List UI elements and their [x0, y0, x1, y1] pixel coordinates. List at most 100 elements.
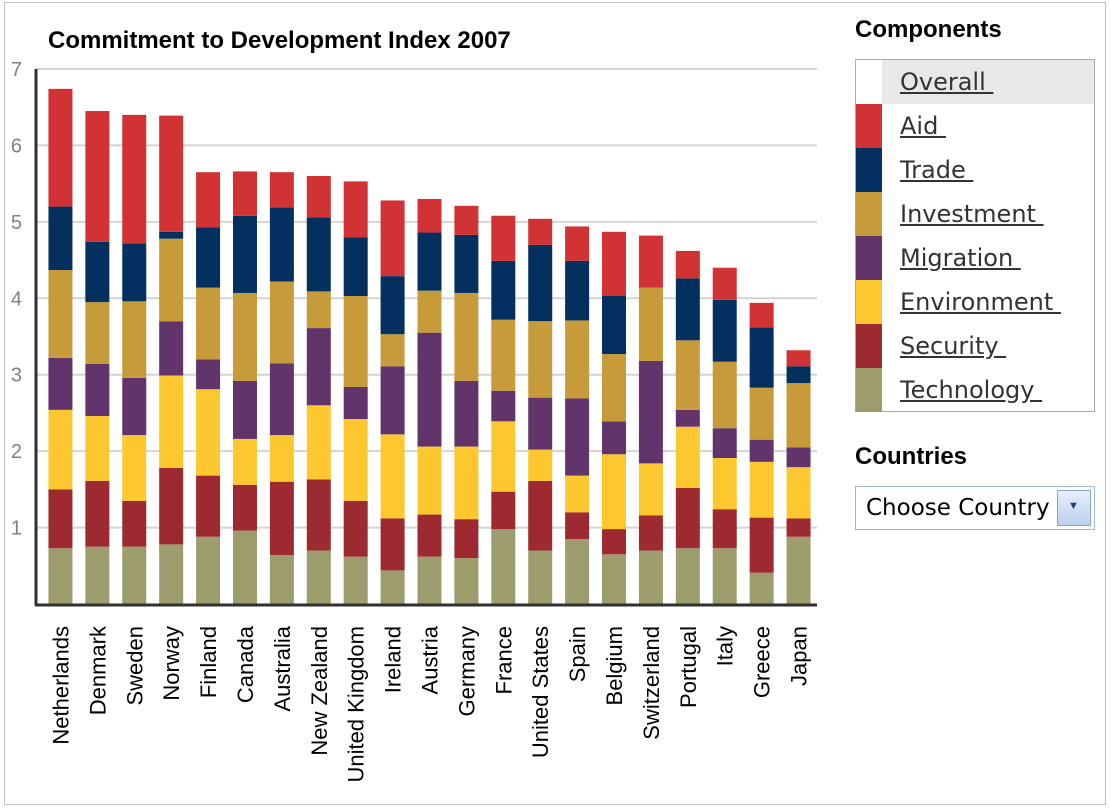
- bar-segment-security[interactable]: [122, 500, 147, 547]
- bar-segment-investment[interactable]: [122, 301, 147, 378]
- bar-segment-aid[interactable]: [159, 115, 184, 232]
- bar-segment-environment[interactable]: [786, 467, 811, 519]
- bar-segment-security[interactable]: [602, 529, 627, 555]
- bar-segment-trade[interactable]: [232, 215, 257, 293]
- component-item-overall[interactable]: Overall: [856, 60, 1094, 104]
- bar-segment-investment[interactable]: [786, 383, 811, 448]
- bar-segment-environment[interactable]: [232, 438, 257, 485]
- bar-segment-investment[interactable]: [85, 302, 110, 365]
- bar-segment-environment[interactable]: [196, 389, 221, 476]
- bar-segment-migration[interactable]: [232, 380, 257, 439]
- bar-segment-aid[interactable]: [380, 200, 405, 277]
- bar-segment-migration[interactable]: [306, 328, 331, 406]
- bar-segment-technology[interactable]: [48, 548, 73, 604]
- bar-segment-aid[interactable]: [269, 172, 294, 208]
- component-item-migration[interactable]: Migration: [856, 236, 1094, 280]
- bar-segment-trade[interactable]: [269, 207, 294, 282]
- bar-segment-technology[interactable]: [232, 530, 257, 604]
- bar-segment-migration[interactable]: [454, 380, 479, 447]
- bar-segment-security[interactable]: [306, 479, 331, 551]
- bar-segment-migration[interactable]: [196, 359, 221, 390]
- country-select[interactable]: Choose Country ▼: [855, 486, 1095, 530]
- bar-segment-migration[interactable]: [159, 321, 184, 376]
- bar-segment-technology[interactable]: [675, 548, 700, 604]
- bar-segment-environment[interactable]: [122, 435, 147, 501]
- bar-segment-technology[interactable]: [602, 554, 627, 604]
- bar-segment-migration[interactable]: [675, 409, 700, 427]
- bar-segment-security[interactable]: [454, 519, 479, 559]
- bar-segment-investment[interactable]: [269, 281, 294, 364]
- bar-segment-migration[interactable]: [269, 363, 294, 436]
- component-item-technology[interactable]: Technology: [856, 368, 1094, 412]
- bar-segment-migration[interactable]: [528, 397, 553, 450]
- component-link[interactable]: Trade: [900, 156, 974, 184]
- bar-segment-trade[interactable]: [122, 243, 147, 302]
- bar-segment-aid[interactable]: [638, 235, 663, 288]
- bar-segment-aid[interactable]: [602, 231, 627, 296]
- bar-segment-security[interactable]: [712, 509, 737, 549]
- component-item-investment[interactable]: Investment: [856, 192, 1094, 236]
- bar-segment-technology[interactable]: [196, 536, 221, 604]
- bar-segment-migration[interactable]: [343, 386, 368, 420]
- bar-segment-migration[interactable]: [380, 366, 405, 435]
- bar-segment-security[interactable]: [638, 515, 663, 551]
- bar-segment-investment[interactable]: [232, 292, 257, 381]
- bar-segment-aid[interactable]: [786, 350, 811, 367]
- bar-segment-migration[interactable]: [122, 377, 147, 436]
- bar-segment-investment[interactable]: [602, 354, 627, 422]
- bar-segment-migration[interactable]: [491, 390, 516, 422]
- bar-segment-migration[interactable]: [565, 398, 590, 476]
- bar-segment-environment[interactable]: [638, 463, 663, 516]
- bar-segment-migration[interactable]: [417, 332, 442, 447]
- bar-segment-security[interactable]: [786, 518, 811, 537]
- bar-segment-migration[interactable]: [85, 364, 110, 416]
- bar-segment-aid[interactable]: [491, 215, 516, 261]
- component-item-trade[interactable]: Trade: [856, 148, 1094, 192]
- bar-segment-trade[interactable]: [306, 217, 331, 292]
- bar-segment-investment[interactable]: [528, 321, 553, 398]
- bar-segment-environment[interactable]: [306, 405, 331, 480]
- bar-segment-investment[interactable]: [638, 287, 663, 361]
- bar-segment-migration[interactable]: [638, 360, 663, 464]
- bar-segment-technology[interactable]: [417, 556, 442, 604]
- bar-segment-trade[interactable]: [343, 237, 368, 296]
- component-link[interactable]: Aid: [900, 112, 946, 140]
- bar-segment-security[interactable]: [417, 514, 442, 557]
- bar-segment-security[interactable]: [565, 512, 590, 540]
- bar-segment-environment[interactable]: [269, 435, 294, 482]
- bar-segment-aid[interactable]: [675, 250, 700, 279]
- bar-segment-technology[interactable]: [306, 550, 331, 605]
- bar-segment-migration[interactable]: [786, 447, 811, 468]
- bar-segment-investment[interactable]: [343, 295, 368, 387]
- bar-segment-security[interactable]: [232, 484, 257, 531]
- bar-segment-environment[interactable]: [491, 421, 516, 492]
- bar-segment-technology[interactable]: [565, 539, 590, 604]
- bar-segment-trade[interactable]: [159, 231, 184, 239]
- bar-segment-investment[interactable]: [380, 334, 405, 367]
- bar-segment-trade[interactable]: [565, 260, 590, 321]
- bar-segment-aid[interactable]: [417, 198, 442, 233]
- bar-segment-aid[interactable]: [232, 171, 257, 216]
- bar-segment-environment[interactable]: [565, 475, 590, 513]
- bar-segment-technology[interactable]: [786, 536, 811, 604]
- bar-segment-environment[interactable]: [675, 426, 700, 488]
- bar-segment-environment[interactable]: [48, 409, 73, 490]
- bar-segment-security[interactable]: [159, 467, 184, 545]
- bar-segment-aid[interactable]: [343, 181, 368, 238]
- bar-segment-investment[interactable]: [306, 291, 331, 329]
- bar-segment-technology[interactable]: [269, 555, 294, 604]
- bar-segment-security[interactable]: [380, 518, 405, 571]
- bar-segment-aid[interactable]: [712, 267, 737, 300]
- component-link[interactable]: Technology: [900, 376, 1043, 404]
- bar-segment-security[interactable]: [675, 487, 700, 549]
- bar-segment-security[interactable]: [269, 481, 294, 556]
- bar-segment-investment[interactable]: [675, 340, 700, 410]
- bar-segment-technology[interactable]: [159, 544, 184, 604]
- bar-segment-aid[interactable]: [749, 302, 774, 328]
- bar-segment-investment[interactable]: [749, 387, 774, 440]
- bar-segment-technology[interactable]: [712, 548, 737, 604]
- bar-segment-environment[interactable]: [712, 458, 737, 510]
- bar-segment-environment[interactable]: [749, 461, 774, 518]
- bar-segment-investment[interactable]: [491, 319, 516, 391]
- bar-segment-technology[interactable]: [122, 546, 147, 604]
